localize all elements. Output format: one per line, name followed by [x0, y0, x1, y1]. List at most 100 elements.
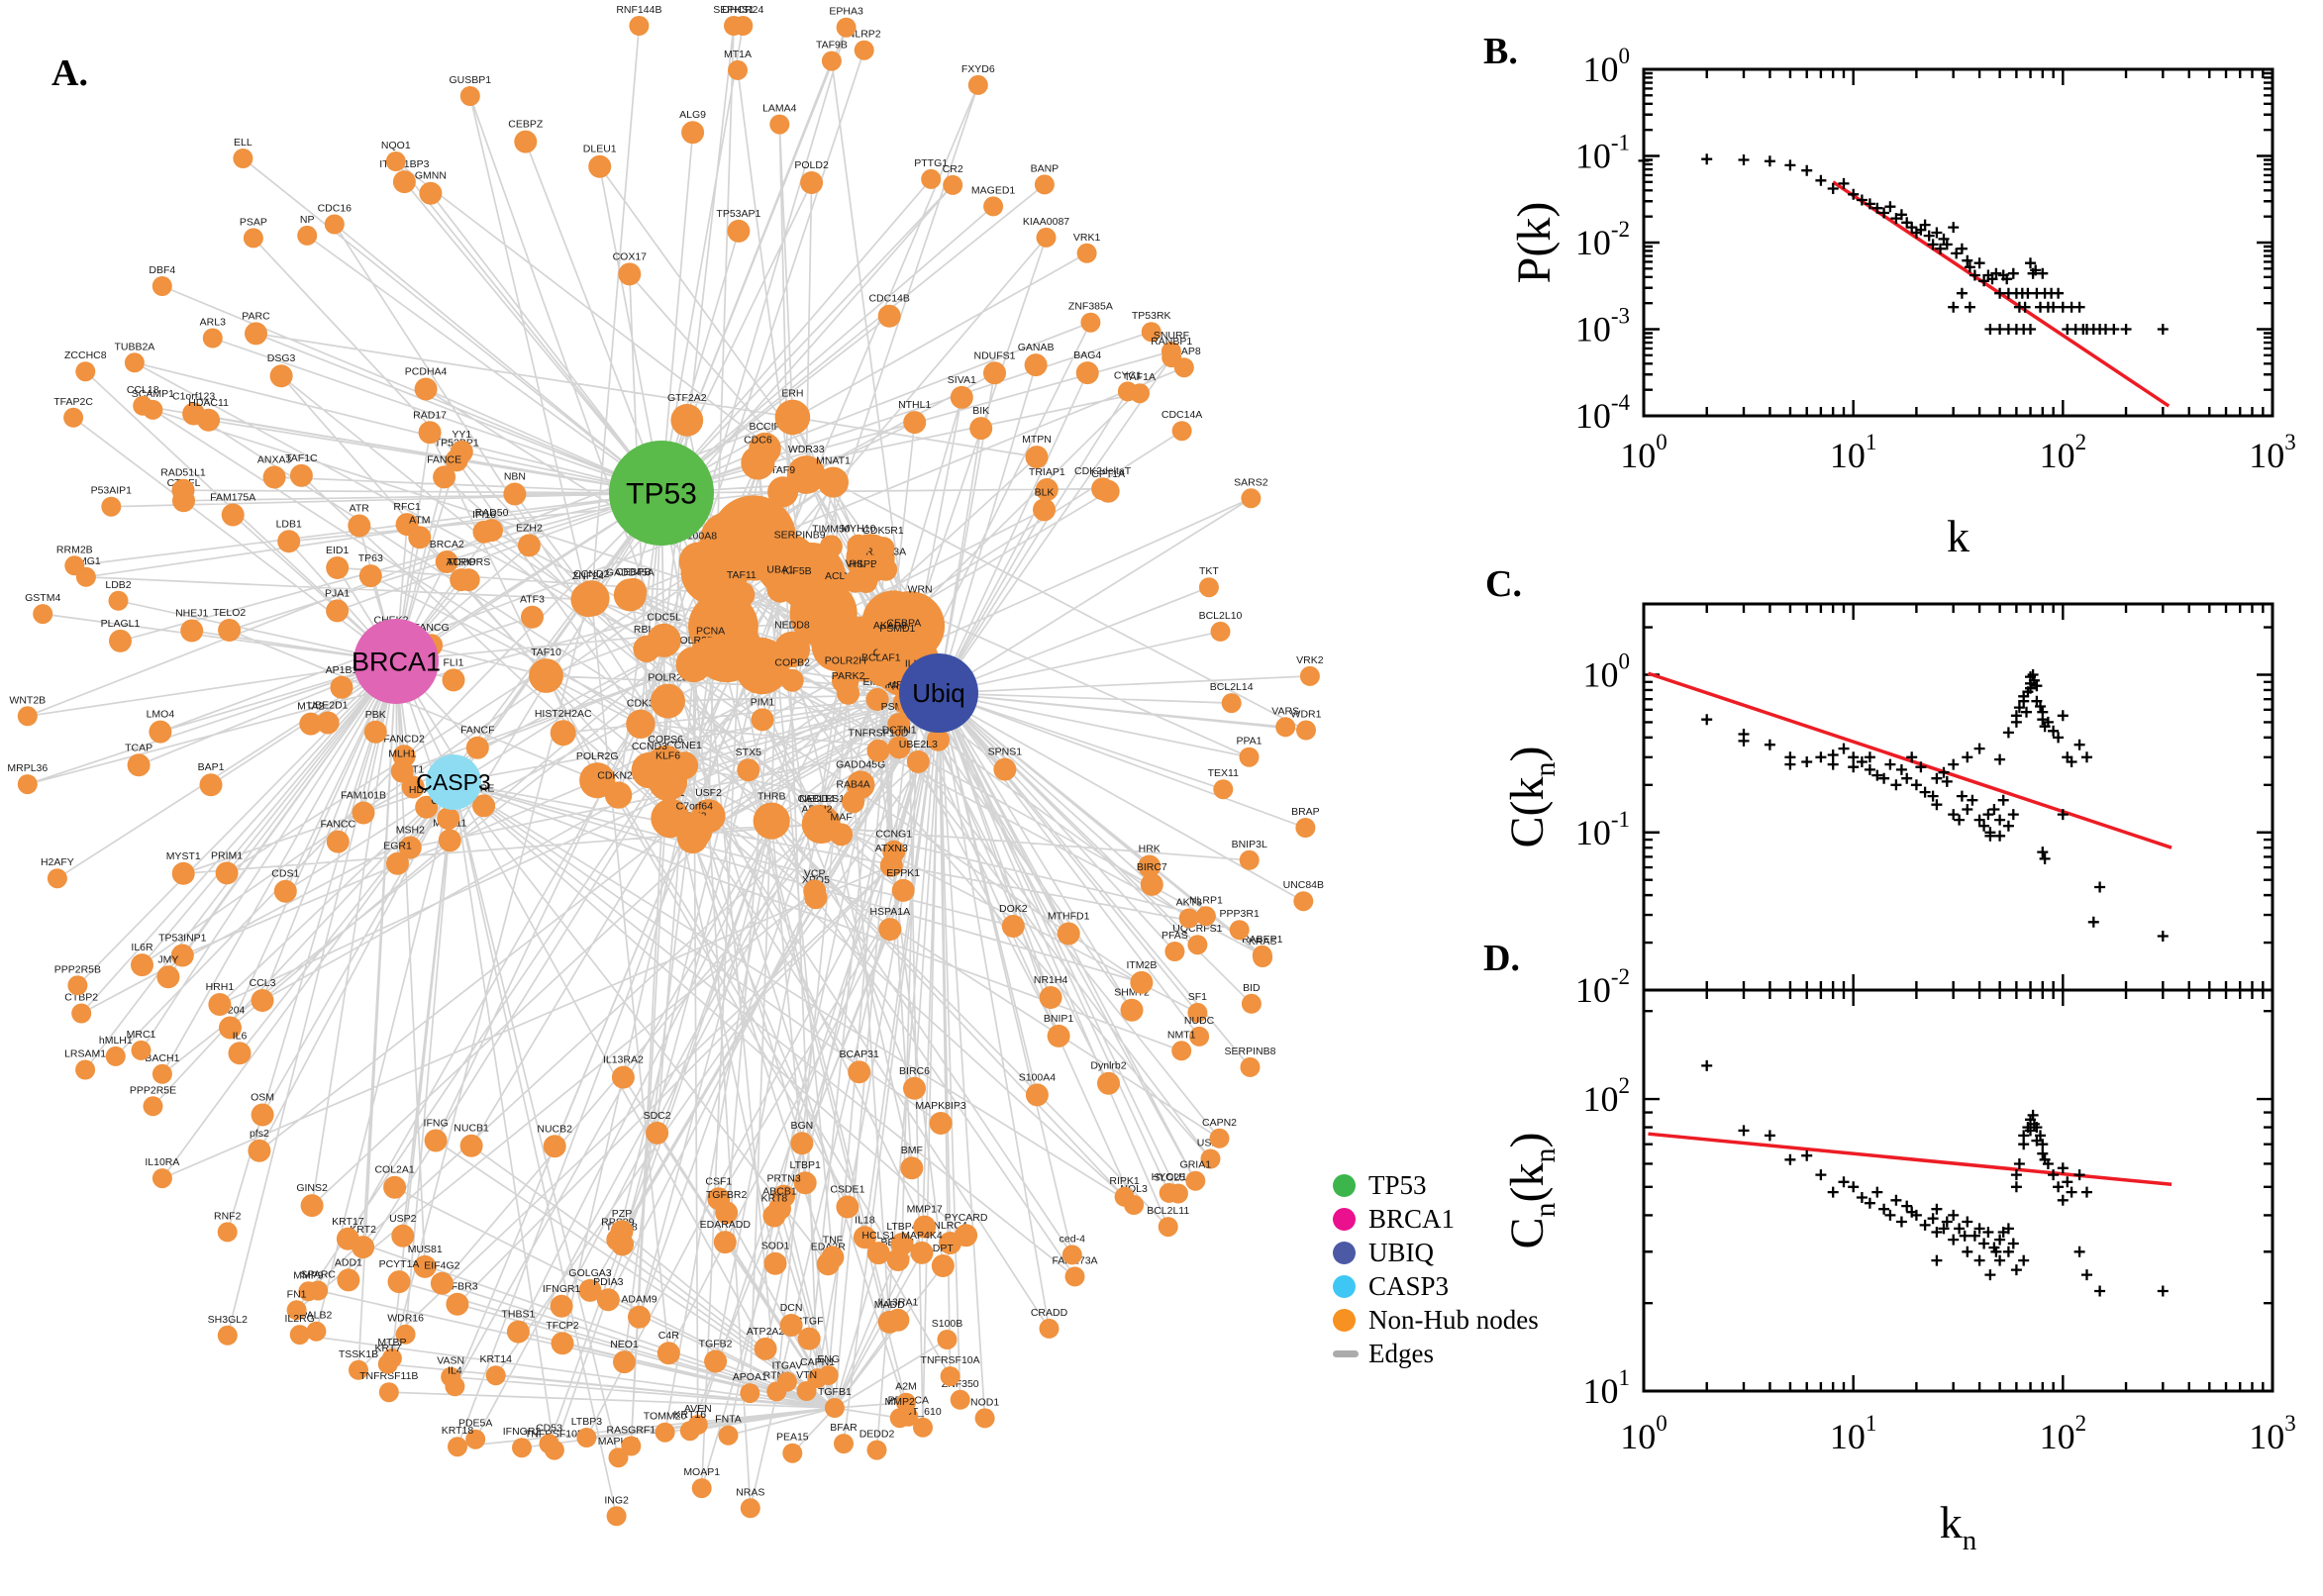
axis-tick-label: 101 — [1583, 1365, 1631, 1411]
network-node — [108, 590, 129, 611]
network-node — [1064, 1266, 1085, 1287]
network-node — [790, 1132, 814, 1155]
network-node-label: EGR1 — [383, 841, 412, 852]
network-node-label: ITGAV — [772, 1360, 803, 1372]
network-node — [390, 759, 414, 783]
x-axis-title: k — [1947, 511, 1970, 561]
network-node-label: HRH1 — [206, 981, 235, 993]
network-node — [937, 1330, 958, 1349]
network-node-label: TNFRSF10B — [525, 1429, 584, 1441]
network-node-label: LRSAM1 — [64, 1048, 106, 1060]
network-node — [459, 1134, 483, 1157]
network-node-label: NR1H4 — [1034, 974, 1068, 986]
network-node — [1034, 174, 1055, 195]
network-node — [913, 1215, 937, 1239]
network-node — [950, 385, 973, 409]
network-node-label: C1orf123 — [172, 391, 215, 403]
network-node-label: ATXN3 — [875, 843, 908, 854]
network-node-label: NUCB2 — [537, 1123, 572, 1135]
network-node-label: HRK — [1139, 844, 1161, 855]
network-node — [217, 1222, 238, 1243]
network-node-label: CSDE1 — [830, 1184, 864, 1196]
network-node — [1140, 872, 1163, 896]
network-node — [358, 564, 382, 588]
network-node-label: UNC84B — [1283, 879, 1324, 891]
network-node — [1239, 849, 1260, 870]
network-node — [1229, 920, 1250, 941]
network-node-label: PARK2 — [832, 670, 865, 682]
network-node — [152, 276, 172, 296]
hub-node-tp53 — [609, 441, 714, 546]
network-node — [414, 377, 438, 401]
axis-tick-label: 10-2 — [1575, 964, 1630, 1010]
network-node-label: CDK2deltaT — [1074, 465, 1132, 477]
network-node — [751, 708, 774, 732]
network-node-label: BFAR — [830, 1422, 858, 1434]
network-node — [472, 794, 496, 818]
network-node — [465, 736, 489, 759]
network-node-label: MTBP — [377, 1337, 406, 1348]
network-node — [75, 361, 96, 382]
axis-tick-label: 102 — [2040, 1411, 2087, 1456]
network-node-label: CDS1 — [271, 868, 299, 880]
network-node — [596, 1288, 620, 1312]
network-node — [715, 1201, 739, 1225]
network-node-label: LDB1 — [276, 518, 302, 530]
network-node-label: MYST1 — [166, 850, 201, 862]
network-node-label: BCAP31 — [840, 1048, 879, 1060]
network-node — [446, 1292, 469, 1316]
network-node-label: DEDD2 — [859, 1429, 895, 1441]
network-node — [277, 530, 301, 553]
network-node — [326, 599, 350, 623]
network-node-label: PZP — [612, 1208, 632, 1220]
network-node-label: SOD1 — [761, 1241, 790, 1252]
network-node-label: WDR1 — [1291, 709, 1322, 721]
network-node — [704, 1349, 728, 1373]
network-node — [413, 1254, 437, 1278]
network-node — [202, 328, 223, 349]
hub-node-brca1 — [354, 619, 439, 704]
axis-tick-label: 103 — [2249, 1411, 2296, 1456]
network-node-label: PLAGL1 — [101, 618, 141, 630]
network-node — [983, 361, 1006, 385]
network-node — [793, 1171, 817, 1195]
fit-line — [1647, 671, 2172, 849]
network-node — [221, 503, 245, 527]
plot-panel-C: 100 10-1 10-2 C(kn) — [1501, 602, 2274, 1010]
network-node-label: TP53INP1 — [158, 933, 207, 945]
network-node — [803, 879, 827, 903]
network-node-label: MAF — [831, 811, 853, 823]
network-node — [180, 619, 204, 643]
network-node — [363, 720, 387, 744]
network-node — [826, 582, 850, 606]
network-node-label: MOAP1 — [683, 1466, 720, 1478]
network-node-label: CEBPB — [616, 566, 652, 578]
network-node — [539, 1434, 559, 1454]
network-node — [830, 823, 854, 847]
panel-b-label: B. — [1483, 31, 1518, 72]
panel-d-label: D. — [1483, 938, 1520, 979]
network-node — [891, 878, 915, 902]
network-node-label: SEPHS1 — [713, 4, 755, 16]
network-node-label: EPPK1 — [886, 867, 920, 879]
network-node-label: PRIM1 — [211, 849, 243, 861]
network-node-label: GRIA1 — [1180, 1159, 1212, 1171]
network-node-label: RRM2B — [56, 544, 93, 555]
network-node-label: ATRIP — [447, 556, 476, 568]
network-node — [550, 1294, 573, 1318]
network-node — [306, 1321, 327, 1342]
network-node — [143, 1096, 163, 1117]
network-node-label: HIST2H2AC — [535, 708, 592, 720]
network-node-label: BID — [1243, 982, 1261, 994]
network-node — [874, 557, 898, 581]
legend-label: Edges — [1368, 1338, 1434, 1368]
network-node-label: HDAC11 — [188, 397, 229, 409]
network-node — [415, 795, 439, 819]
network-node — [387, 1270, 411, 1294]
legend-label: UBIQ — [1368, 1237, 1434, 1267]
network-node-label: PDE5A — [458, 1418, 492, 1430]
network-node-label: TCAP — [125, 742, 152, 753]
network-node — [837, 681, 860, 705]
network-node-label: WNT2B — [9, 694, 46, 706]
network-node-label: AKAP8 — [873, 620, 907, 632]
